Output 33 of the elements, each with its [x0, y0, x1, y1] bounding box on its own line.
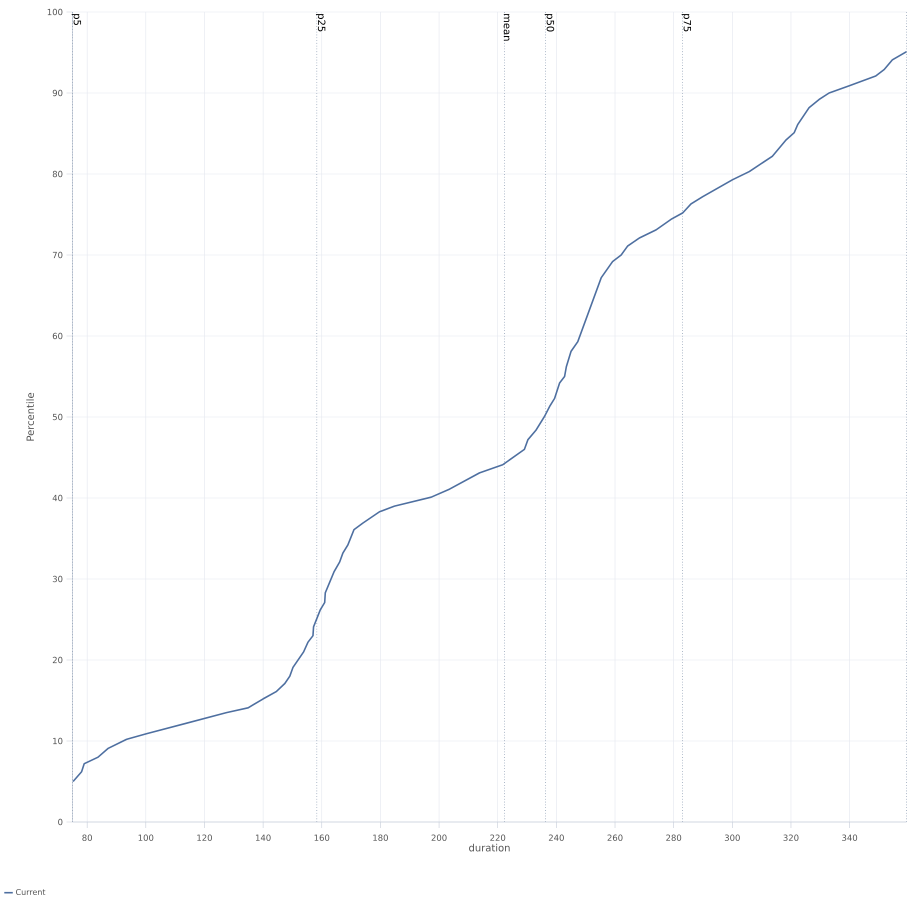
y-tick-label: 50: [52, 414, 62, 420]
ref-line-label: p50: [544, 14, 554, 32]
x-tick-label: 120: [197, 834, 212, 841]
ref-line-label: mean: [504, 14, 510, 41]
y-tick-label: 10: [53, 738, 62, 744]
x-tick-label: 300: [724, 834, 740, 841]
ref-line-label: p5: [72, 14, 82, 25]
ref-line-label: p75: [682, 14, 691, 32]
y-tick-label: 30: [52, 576, 62, 582]
x-tick-label: 180: [373, 834, 388, 841]
x-tick-label: 220: [490, 834, 506, 841]
line-series: [72, 50, 908, 782]
y-axis-title: Percentile: [26, 392, 34, 441]
x-tick-label: 160: [314, 834, 330, 841]
ref-line-label: p25: [316, 14, 326, 32]
x-tick-label: 260: [608, 834, 623, 841]
x-tick-label: 200: [432, 834, 447, 841]
y-tick-label: 90: [52, 90, 62, 96]
y-tick-label: 70: [52, 252, 62, 258]
x-axis-title: duration: [469, 844, 510, 852]
y-tick-label: 100: [48, 8, 62, 16]
x-tick-label: 100: [138, 834, 154, 841]
y-tick-label: 40: [52, 494, 62, 502]
y-tick-label: 0: [58, 818, 62, 826]
x-tick-label: 320: [784, 834, 798, 841]
y-tick-label: 20: [52, 656, 62, 664]
y-tick-label: 60: [52, 332, 62, 340]
x-tick-label: 340: [842, 834, 858, 841]
x-tick-label: 80: [82, 834, 92, 841]
x-tick-label: 240: [548, 834, 564, 841]
x-tick-label: 140: [256, 834, 271, 841]
y-tick-label: 80: [52, 170, 62, 178]
x-tick-label: 280: [666, 834, 682, 841]
